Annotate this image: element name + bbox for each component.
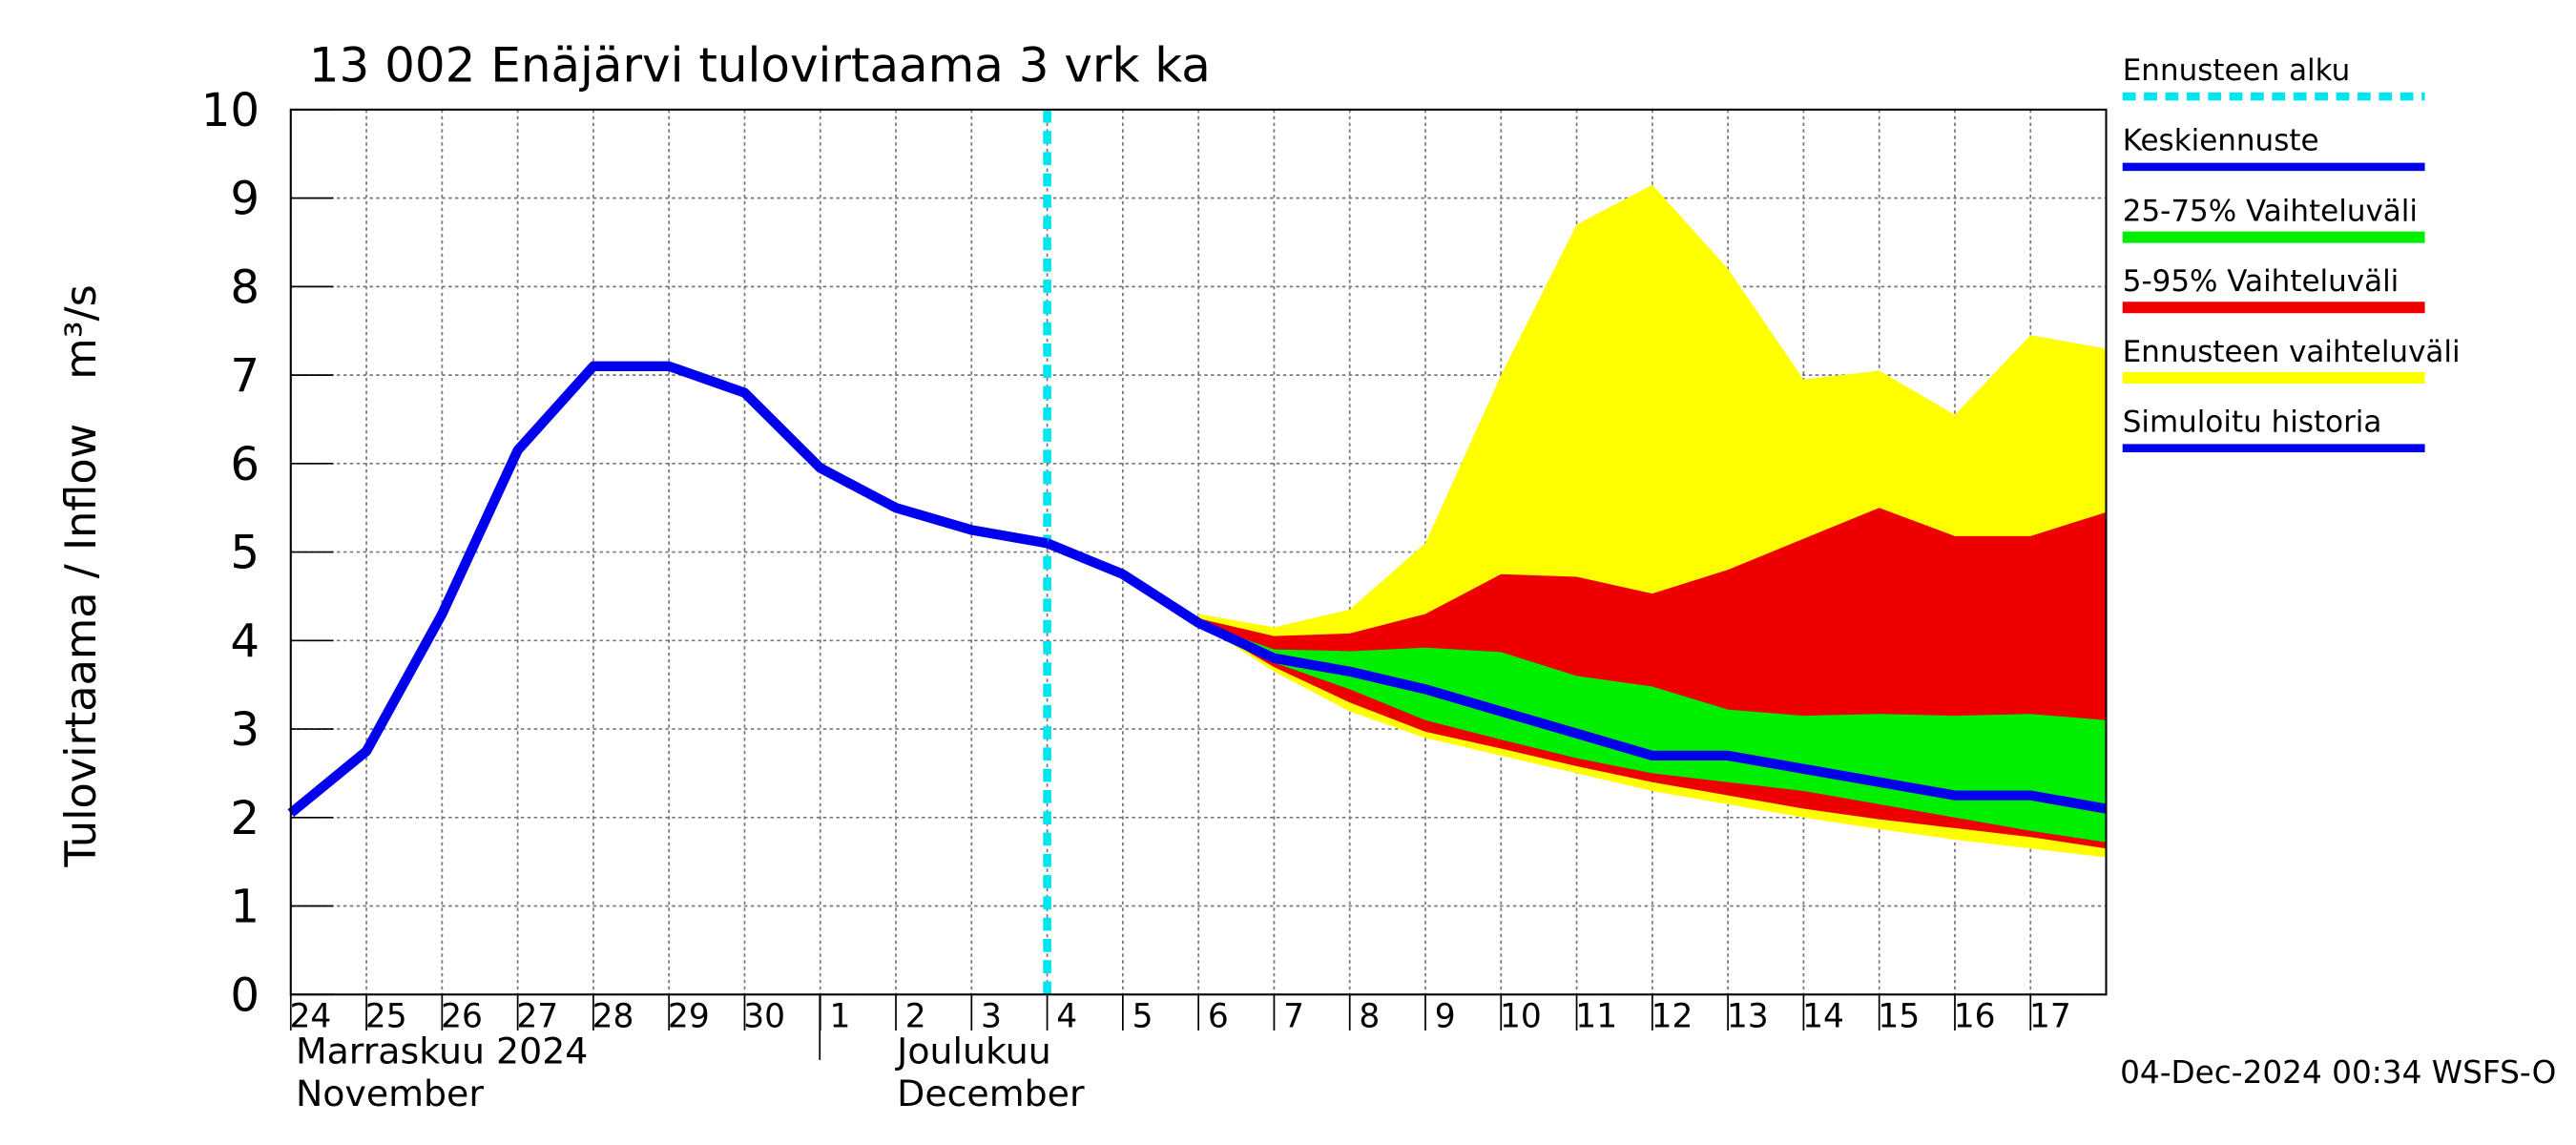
x-tick-label: 15: [1878, 998, 1920, 1036]
legend-label: Keskiennuste: [2123, 124, 2319, 158]
y-tick-label: 0: [230, 969, 260, 1023]
x-tick-label: 30: [743, 998, 785, 1036]
y-axis-label: Tulovirtaama / Inflow: [56, 424, 106, 868]
y-tick-label: 6: [230, 438, 260, 491]
month-label: November: [296, 1072, 484, 1114]
x-tick-label: 25: [365, 998, 407, 1036]
x-tick-label: 7: [1283, 998, 1304, 1036]
series-line: [287, 361, 1049, 818]
chart-title: 13 002 Enäjärvi tulovirtaama 3 vrk ka: [309, 38, 1211, 94]
x-tick-label: 8: [1359, 998, 1380, 1036]
x-tick-label: 9: [1435, 998, 1456, 1036]
month-label: Joulukuu: [895, 1030, 1051, 1072]
legend-label: Simuloitu historia: [2123, 406, 2382, 440]
y-tick-label: 5: [230, 527, 260, 580]
x-tick-label: 11: [1575, 998, 1617, 1036]
x-tick-label: 28: [592, 998, 634, 1036]
x-tick-label: 4: [1056, 998, 1077, 1036]
x-tick-label: 10: [1500, 998, 1542, 1036]
x-tick-label: 24: [290, 998, 332, 1036]
y-tick-label: 7: [230, 349, 260, 403]
x-tick-label: 26: [441, 998, 483, 1036]
y-tick-label: 10: [201, 84, 260, 137]
x-tick-label: 12: [1652, 998, 1693, 1036]
y-tick-label: 3: [230, 703, 260, 757]
legend-label: Ennusteen alku: [2123, 53, 2351, 88]
x-tick-label: 14: [1802, 998, 1844, 1036]
month-label: Marraskuu 2024: [296, 1030, 588, 1072]
band-area: [1198, 622, 2107, 843]
y-tick-label: 2: [230, 792, 260, 845]
x-tick-label: 17: [2029, 998, 2071, 1036]
month-label: December: [897, 1072, 1085, 1114]
y-tick-label: 9: [230, 173, 260, 226]
legend-label: Ennusteen vaihteluväli: [2123, 335, 2461, 369]
series-line: [1045, 538, 2108, 814]
timestamp: 04-Dec-2024 00:34 WSFS-O: [2120, 1054, 2556, 1091]
x-tick-label: 3: [981, 998, 1002, 1036]
x-tick-label: 16: [1954, 998, 1996, 1036]
y-tick-label: 8: [230, 261, 260, 315]
x-tick-label: 1: [829, 998, 850, 1036]
x-tick-label: 29: [668, 998, 710, 1036]
x-tick-label: 27: [516, 998, 558, 1036]
x-tick-label: 6: [1208, 998, 1229, 1036]
legend-label: 5-95% Vaihteluväli: [2123, 264, 2399, 299]
x-tick-label: 2: [905, 998, 926, 1036]
y-tick-label: 4: [230, 615, 260, 669]
x-tick-label: 5: [1132, 998, 1153, 1036]
x-tick-label: 13: [1727, 998, 1769, 1036]
legend-label: 25-75% Vaihteluväli: [2123, 194, 2418, 228]
y-axis-unit: m³/s: [56, 284, 106, 379]
plot-frame: [289, 108, 2108, 996]
y-tick-label: 1: [230, 881, 260, 934]
